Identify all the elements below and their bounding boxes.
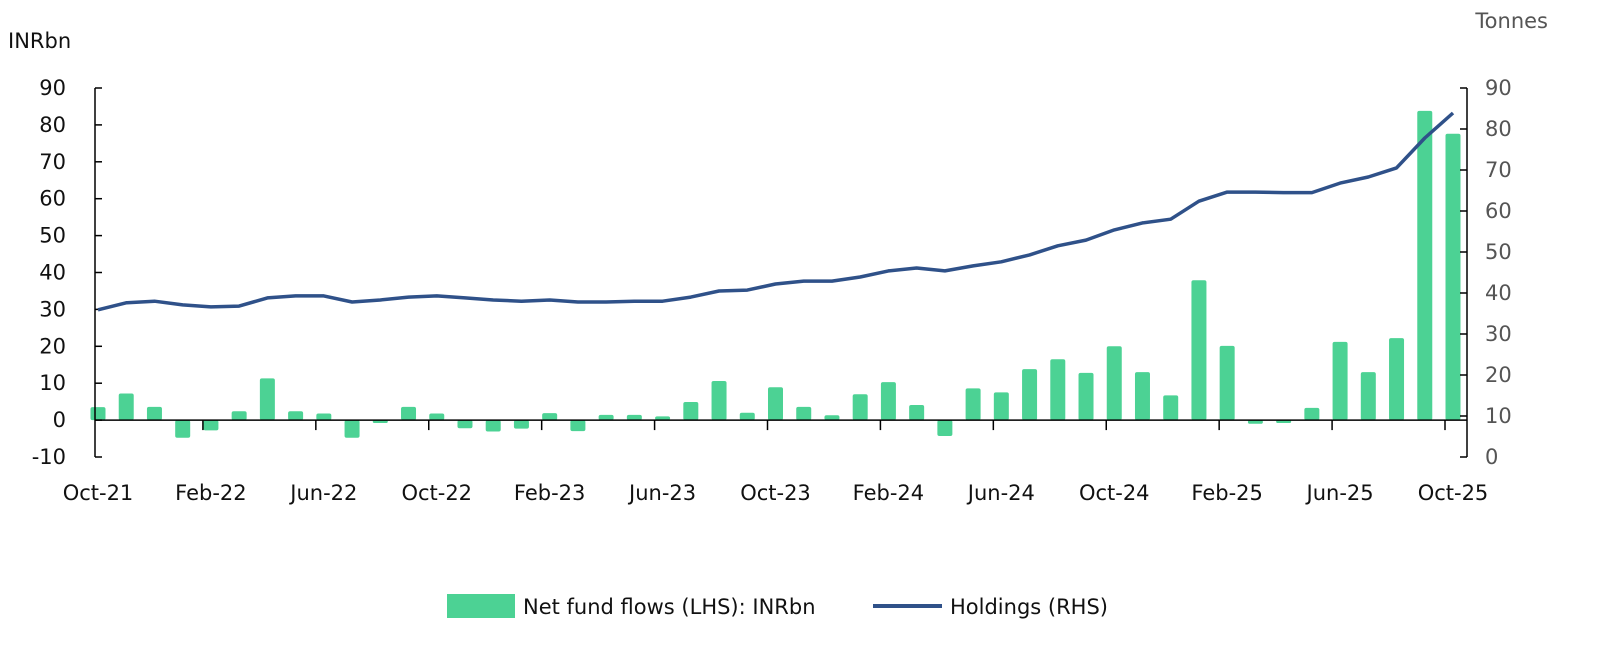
bar-net-fund-flows — [1135, 372, 1150, 420]
holdings-line — [98, 113, 1453, 310]
left-tick-label: 60 — [39, 187, 66, 211]
x-tick-label: Feb-22 — [175, 481, 246, 505]
bar-net-fund-flows — [542, 413, 557, 420]
left-tick-label: 30 — [39, 297, 66, 321]
bar-net-fund-flows — [457, 420, 472, 428]
right-tick-label: 90 — [1485, 76, 1512, 100]
bar-net-fund-flows — [91, 407, 106, 420]
left-tick-label: 20 — [39, 334, 66, 358]
bar-net-fund-flows — [1333, 342, 1348, 420]
legend-swatch-net-fund-flows — [447, 594, 515, 618]
bar-net-fund-flows — [232, 411, 247, 420]
bar-net-fund-flows — [1220, 346, 1235, 420]
x-tick-label: Oct-24 — [1079, 481, 1150, 505]
x-tick-label: Feb-24 — [853, 481, 924, 505]
bar-net-fund-flows — [175, 420, 190, 438]
left-tick-label: 50 — [39, 224, 66, 248]
bar-net-fund-flows — [909, 405, 924, 420]
x-tick-label: Jun-23 — [627, 481, 696, 505]
bar-net-fund-flows — [1107, 346, 1122, 420]
bar-net-fund-flows — [994, 392, 1009, 420]
x-tick-label: Oct-23 — [740, 481, 811, 505]
left-tick-label: 40 — [39, 261, 66, 285]
bar-net-fund-flows — [1361, 372, 1376, 420]
bar-net-fund-flows — [768, 387, 783, 420]
bar-net-fund-flows — [570, 420, 585, 431]
x-tick-label: Oct-25 — [1418, 481, 1489, 505]
bar-net-fund-flows — [937, 420, 952, 436]
bar-net-fund-flows — [486, 420, 501, 431]
bar-net-fund-flows — [1022, 369, 1037, 420]
bar-net-fund-flows — [1446, 134, 1461, 420]
right-tick-label: 20 — [1485, 363, 1512, 387]
bar-net-fund-flows — [316, 413, 331, 420]
bar-net-fund-flows — [345, 420, 360, 438]
left-tick-label: 90 — [39, 76, 66, 100]
bar-net-fund-flows — [514, 420, 529, 428]
right-tick-label: 0 — [1485, 445, 1498, 469]
bar-net-fund-flows — [260, 378, 275, 420]
bar-net-fund-flows — [429, 413, 444, 420]
x-tick-label: Feb-23 — [514, 481, 585, 505]
x-tick-label: Oct-22 — [401, 481, 472, 505]
bar-net-fund-flows — [683, 402, 698, 420]
legend-label-net-fund-flows: Net fund flows (LHS): INRbn — [523, 595, 816, 619]
bar-net-fund-flows — [1050, 359, 1065, 420]
bar-net-fund-flows — [1417, 111, 1432, 420]
left-tick-label: 10 — [39, 371, 66, 395]
x-tick-label: Jun-22 — [288, 481, 357, 505]
right-tick-label: 40 — [1485, 281, 1512, 305]
axes: -10 0 10 20 30 40 50 60 70 80 90 0 10 20 30 40 50 60 70 80 9… — [32, 76, 1512, 505]
left-tick-label: -10 — [32, 445, 66, 469]
right-axis-title: Tonnes — [1474, 9, 1548, 33]
left-tick-label: 70 — [39, 150, 66, 174]
bar-net-fund-flows — [712, 381, 727, 420]
right-tick-label: 60 — [1485, 199, 1512, 223]
bar-net-fund-flows — [796, 407, 811, 420]
right-tick-label: 70 — [1485, 158, 1512, 182]
left-tick-label: 80 — [39, 113, 66, 137]
bar-net-fund-flows — [1163, 395, 1178, 420]
x-tick-label: Jun-25 — [1305, 481, 1374, 505]
left-axis-title: INRbn — [8, 29, 71, 53]
bar-net-fund-flows — [740, 413, 755, 420]
x-tick-label: Jun-24 — [966, 481, 1035, 505]
bar-series — [91, 111, 1461, 438]
legend: Net fund flows (LHS): INRbn Holdings (RH… — [447, 594, 1108, 619]
right-tick-label: 30 — [1485, 322, 1512, 346]
right-tick-label: 80 — [1485, 117, 1512, 141]
bar-net-fund-flows — [1304, 408, 1319, 420]
left-tick-label: 0 — [53, 408, 66, 432]
bar-net-fund-flows — [1191, 280, 1206, 420]
x-tick-label: Feb-25 — [1191, 481, 1262, 505]
bar-net-fund-flows — [627, 415, 642, 420]
legend-label-holdings: Holdings (RHS) — [950, 595, 1108, 619]
line-series — [98, 113, 1453, 310]
bar-net-fund-flows — [147, 407, 162, 420]
bar-net-fund-flows — [203, 420, 218, 430]
bar-net-fund-flows — [1079, 373, 1094, 420]
bar-net-fund-flows — [853, 394, 868, 420]
bar-net-fund-flows — [881, 382, 896, 420]
right-tick-label: 50 — [1485, 240, 1512, 264]
bar-net-fund-flows — [966, 388, 981, 420]
right-tick-label: 10 — [1485, 404, 1512, 428]
x-tick-label: Oct-21 — [63, 481, 134, 505]
bar-net-fund-flows — [119, 394, 134, 421]
bar-net-fund-flows — [288, 411, 303, 420]
bar-net-fund-flows — [1389, 338, 1404, 420]
bar-net-fund-flows — [401, 407, 416, 420]
bar-net-fund-flows — [599, 415, 614, 420]
